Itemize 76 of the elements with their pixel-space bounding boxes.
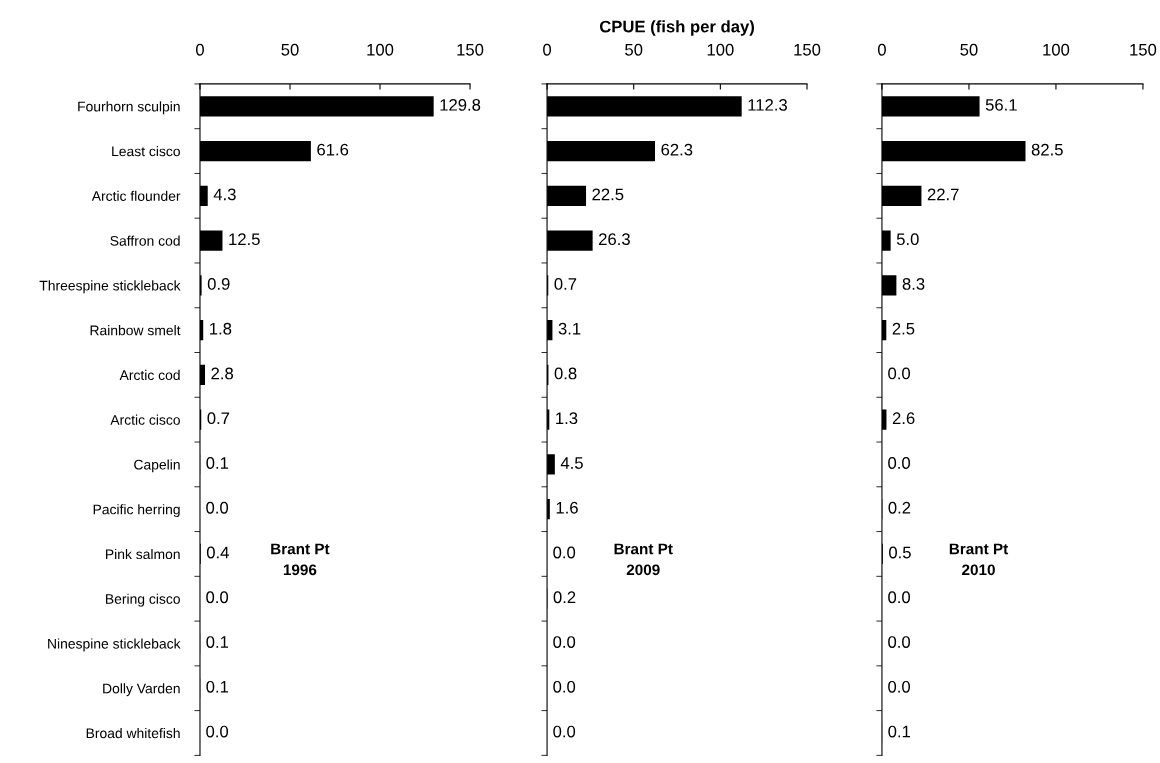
x-axis-title: CPUE (fish per day) bbox=[599, 20, 754, 36]
data-label: 1.6 bbox=[556, 501, 578, 514]
x-tick-label: 50 bbox=[625, 43, 643, 56]
data-label: 0.1 bbox=[206, 680, 229, 693]
x-tick-label: 50 bbox=[281, 43, 299, 56]
data-label: 4.5 bbox=[560, 457, 583, 469]
y-tick-label: Arctic cisco bbox=[110, 414, 180, 425]
data-label: 2.8 bbox=[211, 367, 234, 380]
data-label: 0.0 bbox=[553, 546, 576, 559]
y-tick-label: Ninespine stickleback bbox=[48, 638, 181, 652]
data-label: 0.7 bbox=[207, 412, 230, 425]
data-label: 22.5 bbox=[592, 188, 624, 201]
data-label: 4.3 bbox=[213, 188, 236, 201]
data-label: 0.0 bbox=[553, 725, 576, 738]
data-label: 0.0 bbox=[888, 636, 911, 648]
data-label: 0.0 bbox=[553, 636, 576, 648]
y-tick-label: Bering cisco bbox=[106, 593, 180, 607]
data-label: 0.0 bbox=[206, 501, 229, 514]
data-label: 0.7 bbox=[554, 278, 577, 290]
data-label: 112.3 bbox=[748, 98, 787, 111]
data-label: 1.8 bbox=[210, 322, 232, 335]
x-tick-label: 50 bbox=[960, 43, 978, 56]
x-tick-label: 100 bbox=[707, 43, 734, 56]
data-label: 22.7 bbox=[927, 188, 959, 201]
x-tick-label: 150 bbox=[457, 43, 484, 56]
data-label: 0.0 bbox=[888, 457, 911, 469]
data-label: 12.5 bbox=[229, 233, 260, 246]
y-tick-label: Pacific herring bbox=[93, 504, 180, 518]
data-label: 62.3 bbox=[661, 143, 693, 156]
data-label: 56.1 bbox=[985, 98, 1017, 111]
y-tick-label: Dolly Varden bbox=[103, 683, 180, 697]
data-label: 0.0 bbox=[206, 725, 229, 738]
x-tick-label: 100 bbox=[367, 43, 394, 56]
data-label: 129.8 bbox=[440, 98, 481, 111]
y-tick-label: Arctic cod bbox=[119, 369, 180, 381]
data-label: 0.0 bbox=[888, 680, 911, 693]
data-label: 3.1 bbox=[558, 322, 581, 335]
data-label: 0.0 bbox=[888, 591, 911, 604]
data-label: 0.2 bbox=[888, 501, 911, 514]
data-label: 0.5 bbox=[889, 546, 911, 559]
y-tick-label: Arctic flounder bbox=[91, 190, 181, 202]
data-label: 0.8 bbox=[554, 367, 577, 380]
x-tick-label: 0 bbox=[196, 43, 204, 56]
data-label: 0.0 bbox=[553, 680, 576, 693]
data-label: 0.0 bbox=[206, 591, 229, 604]
data-label: 0.1 bbox=[206, 636, 229, 648]
x-tick-label: 100 bbox=[1043, 43, 1070, 56]
y-tick-label: Rainbow smelt bbox=[90, 325, 181, 336]
y-tick-label: Broad whitefish bbox=[86, 727, 180, 739]
data-label: 0.0 bbox=[888, 367, 911, 380]
data-label: 26.3 bbox=[599, 233, 630, 246]
y-tick-label: Capelin bbox=[134, 459, 180, 473]
data-label: 2.5 bbox=[892, 322, 915, 335]
data-label: 82.5 bbox=[1031, 143, 1063, 156]
x-tick-label: 0 bbox=[877, 43, 886, 56]
y-tick-label: Fourhorn sculpin bbox=[78, 101, 180, 115]
y-tick-label: Saffron cod bbox=[110, 235, 180, 246]
annotation: Brant Pt 2009 bbox=[614, 543, 673, 576]
x-tick-label: 150 bbox=[794, 43, 821, 56]
y-tick-label: Threespine stickleback bbox=[39, 280, 181, 294]
data-label: 0.4 bbox=[206, 546, 229, 559]
x-tick-label: 150 bbox=[1130, 43, 1157, 56]
data-label: 0.1 bbox=[206, 457, 229, 469]
y-tick-label: Least cisco bbox=[112, 146, 180, 157]
data-label: 2.6 bbox=[892, 412, 915, 425]
data-label: 61.6 bbox=[317, 143, 349, 156]
annotation: Brant Pt 2010 bbox=[949, 543, 1009, 576]
x-tick-label: 0 bbox=[543, 43, 552, 56]
data-label: 5.0 bbox=[896, 233, 919, 246]
data-label: 0.2 bbox=[553, 591, 576, 604]
y-tick-label: Pink salmon bbox=[106, 548, 180, 560]
data-label: 0.9 bbox=[207, 278, 230, 290]
data-label: 1.3 bbox=[556, 412, 578, 425]
annotation: Brant Pt 1996 bbox=[271, 543, 330, 576]
data-label: 8.3 bbox=[902, 278, 925, 290]
data-label: 0.1 bbox=[888, 725, 911, 738]
